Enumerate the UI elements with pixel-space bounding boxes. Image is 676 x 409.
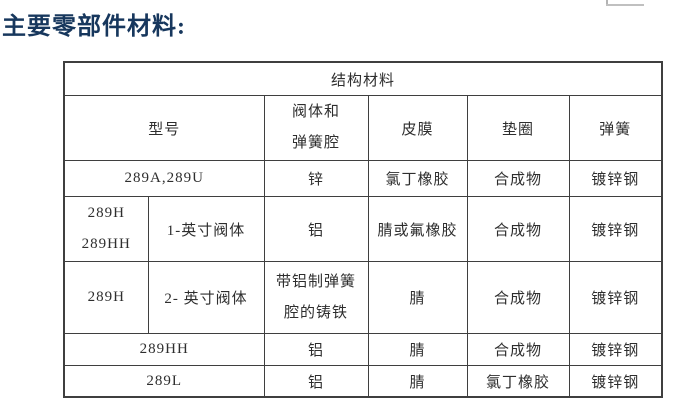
cell-diaphragm: 腈或氟橡胶 xyxy=(367,196,468,262)
cell-gasket: 合成物 xyxy=(466,261,570,334)
cell-body: 锌 xyxy=(263,160,369,197)
cell-model: 289L xyxy=(63,365,265,398)
cell-model: 289H 289HH xyxy=(63,196,149,262)
cell-gasket: 氯丁橡胶 xyxy=(466,365,570,398)
header-body-spring-chamber: 阀体和 弹簧腔 xyxy=(263,95,369,161)
cell-body: 铝 xyxy=(263,196,369,262)
table-row-289h-1inch: 289H 289HH 1-英寸阀体 铝 腈或氟橡胶 合成物 镀锌钢 xyxy=(63,196,663,262)
cell-spring: 镀锌钢 xyxy=(568,365,663,398)
table-caption-row: 结构材料 xyxy=(63,61,663,96)
cell-model: 289A,289U xyxy=(63,160,265,197)
header-body-line1: 阀体和 xyxy=(291,104,340,120)
header-body-line2: 弹簧腔 xyxy=(291,135,340,151)
cell-model-line1: 289H xyxy=(87,205,125,221)
cell-spring: 镀锌钢 xyxy=(568,160,663,197)
cell-gasket: 合成物 xyxy=(466,160,570,197)
crop-mark-horizontal xyxy=(606,4,644,6)
header-gasket: 垫圈 xyxy=(466,95,570,161)
cell-body: 铝 xyxy=(263,333,369,366)
cell-gasket: 合成物 xyxy=(466,333,570,366)
cell-variant: 2- 英寸阀体 xyxy=(147,261,265,334)
table-header-row: 型号 阀体和 弹簧腔 皮膜 垫圈 弹簧 xyxy=(63,95,663,161)
cell-body: 带铝制弹簧 腔的铸铁 xyxy=(263,261,369,334)
cell-variant: 1-英寸阀体 xyxy=(147,196,265,262)
page-title: 主要零部件材料: xyxy=(2,14,186,40)
materials-table: 结构材料 型号 阀体和 弹簧腔 皮膜 垫圈 弹簧 289A,289U 锌 氯丁橡… xyxy=(63,61,664,398)
table-row-289a-289u: 289A,289U 锌 氯丁橡胶 合成物 镀锌钢 xyxy=(63,160,663,197)
cell-spring: 镀锌钢 xyxy=(568,333,663,366)
crop-mark-vertical xyxy=(606,0,608,5)
cell-diaphragm: 氯丁橡胶 xyxy=(367,160,468,197)
cell-model: 289H xyxy=(63,261,149,334)
table-row-289hh: 289HH 铝 腈 合成物 镀锌钢 xyxy=(63,333,663,366)
cell-model-line2: 289HH xyxy=(81,236,131,252)
table-row-289h-2inch: 289H 2- 英寸阀体 带铝制弹簧 腔的铸铁 腈 合成物 镀锌钢 xyxy=(63,261,663,334)
cell-body-line1: 带铝制弹簧 xyxy=(275,273,356,290)
header-model: 型号 xyxy=(63,95,265,161)
table-caption: 结构材料 xyxy=(63,61,663,96)
cell-spring: 镀锌钢 xyxy=(568,261,663,334)
cell-model: 289HH xyxy=(63,333,265,366)
cell-body-line2: 腔的铸铁 xyxy=(283,304,348,321)
cell-diaphragm: 腈 xyxy=(367,261,468,334)
cell-body: 铝 xyxy=(263,365,369,398)
cell-diaphragm: 腈 xyxy=(367,365,468,398)
header-spring: 弹簧 xyxy=(568,95,663,161)
cell-spring: 镀锌钢 xyxy=(568,196,663,262)
cell-diaphragm: 腈 xyxy=(367,333,468,366)
table-row-289l: 289L 铝 腈 氯丁橡胶 镀锌钢 xyxy=(63,365,663,398)
header-diaphragm: 皮膜 xyxy=(367,95,468,161)
cell-gasket: 合成物 xyxy=(466,196,570,262)
